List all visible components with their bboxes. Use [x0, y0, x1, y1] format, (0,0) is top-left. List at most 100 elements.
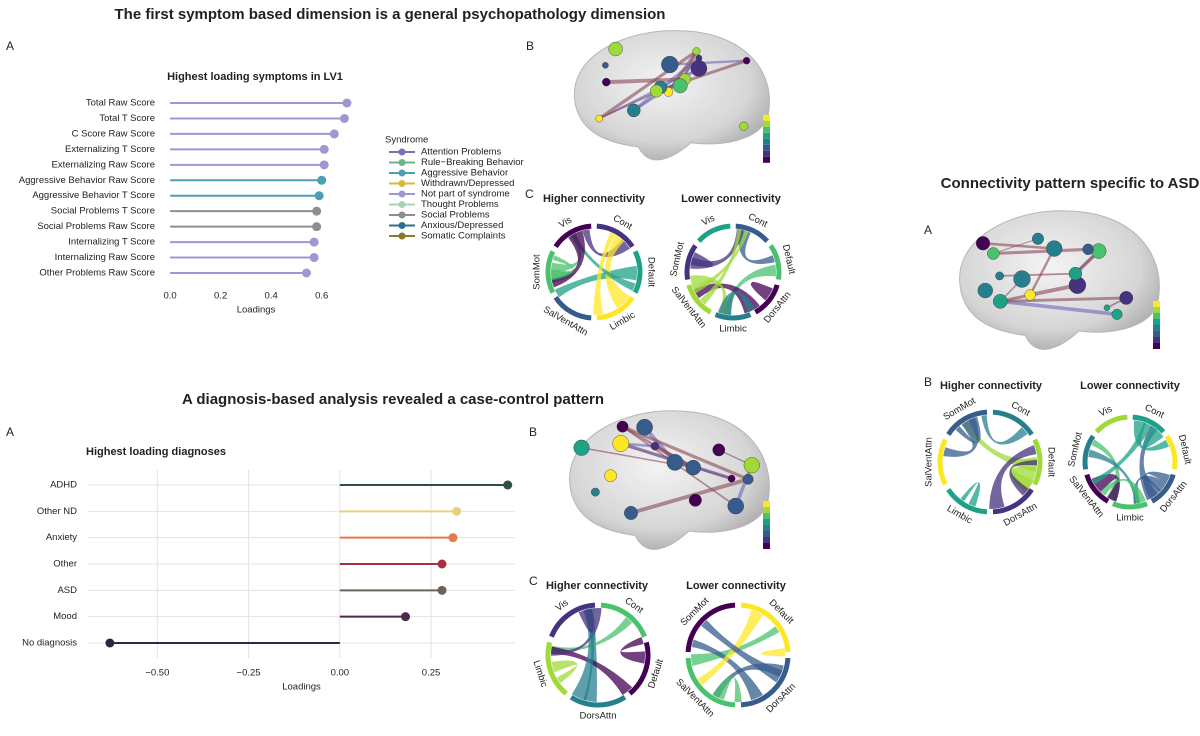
- brain-node: [743, 457, 760, 474]
- brain-node: [712, 443, 726, 457]
- lollipop-dot: [319, 160, 329, 170]
- brain-render: [573, 30, 770, 163]
- brain-node: [1103, 304, 1111, 311]
- chord-arc: [686, 284, 712, 315]
- brain-node: [612, 435, 630, 452]
- brain-node: [591, 487, 600, 497]
- chord-ribbon: [1143, 471, 1170, 500]
- brain-node: [692, 47, 701, 56]
- chord-arc: [1111, 501, 1149, 510]
- lollipop-dot: [452, 506, 462, 516]
- chord-label: SomMot: [1066, 431, 1085, 468]
- legend-swatch-dot: [398, 190, 406, 198]
- chord-ribbon: [1010, 466, 1037, 491]
- chord-label: Default: [645, 257, 656, 287]
- chord-diagram: ContDefaultDorsAttnLimbicSalVentAttnSomM…: [1066, 402, 1193, 523]
- colorbar-cell: [763, 138, 770, 145]
- chord-diagram: ContDefaultDorsAttnLimbicSalVentAttnSomM…: [668, 211, 797, 334]
- brain-edge: [621, 425, 749, 481]
- brain-surface: [959, 210, 1160, 350]
- panel-label: B: [526, 39, 534, 53]
- lollipop-dot: [105, 638, 115, 648]
- chord-arc: [549, 602, 596, 638]
- brain-node: [627, 103, 641, 118]
- chord-arc: [569, 694, 627, 708]
- brain-node: [1024, 289, 1036, 301]
- legend-label: Somatic Complaints: [421, 231, 506, 242]
- colorbar-cell: [763, 132, 770, 139]
- legend-label: Withdrawn/Depressed: [421, 178, 514, 189]
- chord-arc: [553, 223, 592, 249]
- brain-node: [1111, 308, 1123, 320]
- x-tick-label: 0.6: [315, 291, 328, 302]
- colorbar-cell: [763, 537, 770, 543]
- chord-title: Lower connectivity: [1080, 380, 1181, 392]
- brain-node: [1119, 291, 1134, 305]
- brain-node: [666, 454, 684, 471]
- legend-label: Anxious/Depressed: [421, 220, 503, 231]
- chord-ribbon: [1133, 420, 1170, 451]
- chord-ribbon: [690, 252, 714, 267]
- panel-label: B: [529, 425, 537, 439]
- lollipop-dot: [339, 113, 349, 123]
- colorbar-cell: [763, 156, 770, 163]
- y-tick-label: Aggressive Behavior Raw Score: [19, 175, 155, 186]
- brain-edge: [993, 247, 1089, 256]
- lollipop-dot: [448, 533, 458, 543]
- chord-arc: [946, 409, 988, 436]
- y-tick-label: Other: [53, 559, 77, 570]
- y-tick-label: C Score Raw Score: [72, 128, 155, 139]
- section-title: The first symptom based dimension is a g…: [115, 6, 666, 23]
- brain-node: [688, 493, 702, 507]
- brain-node: [685, 459, 701, 476]
- chord-ribbon: [554, 265, 637, 298]
- chord-ribbon: [955, 416, 981, 444]
- chord-arc: [1082, 434, 1096, 470]
- chord-diagram: ContDefaultDorsAttnLimbicSalVentAttnSomM…: [924, 395, 1057, 528]
- panel-label: A: [924, 223, 932, 237]
- chart-title: Highest loading diagnoses: [86, 446, 226, 458]
- brain-node: [742, 473, 754, 485]
- colorbar-cell: [1153, 313, 1160, 319]
- y-tick-label: Total T Score: [99, 113, 155, 124]
- x-tick-label: 0.25: [422, 668, 441, 679]
- chord-arc: [1164, 434, 1178, 470]
- x-tick-label: 0.00: [331, 668, 350, 679]
- brain-node: [608, 41, 623, 57]
- colorbar-cell: [763, 120, 770, 127]
- brain-node: [1082, 243, 1094, 255]
- chord-arc: [553, 295, 592, 321]
- legend-swatch-dot: [398, 180, 406, 187]
- chord-arc: [992, 488, 1034, 515]
- chord-ribbon: [981, 415, 1028, 445]
- lollipop-dot: [437, 559, 447, 569]
- chord-ribbon: [701, 619, 783, 683]
- chord-ribbon: [691, 639, 763, 701]
- colorbar-cell: [1153, 337, 1160, 343]
- y-tick-label: ADHD: [50, 480, 77, 491]
- brain-node: [690, 60, 708, 77]
- chord-arc: [1132, 414, 1166, 434]
- chord-ribbon: [989, 445, 1037, 510]
- y-tick-label: Social Problems T Score: [51, 206, 155, 217]
- legend-swatch-dot: [398, 169, 406, 177]
- y-tick-label: Internalizing Raw Score: [55, 252, 155, 263]
- brain-node: [1068, 266, 1083, 281]
- brain-node: [977, 282, 993, 299]
- colorbar-cell: [1153, 331, 1160, 337]
- brain-node: [595, 114, 603, 123]
- brain-node: [727, 474, 736, 483]
- x-tick-label: 0.4: [265, 291, 278, 302]
- legend-swatch-dot: [398, 201, 406, 208]
- chord-label: SomMot: [532, 254, 543, 290]
- y-tick-label: No diagnosis: [22, 638, 77, 649]
- chord-ribbon: [1133, 475, 1167, 504]
- legend-label: Thought Problems: [421, 199, 499, 210]
- colorbar-cell: [763, 531, 770, 537]
- chord-label: Vis: [1097, 404, 1114, 420]
- colorbar-cell: [1153, 307, 1160, 313]
- chord-ribbon: [551, 230, 585, 288]
- colorbar-cell: [763, 144, 770, 151]
- chord-ribbon: [712, 676, 742, 702]
